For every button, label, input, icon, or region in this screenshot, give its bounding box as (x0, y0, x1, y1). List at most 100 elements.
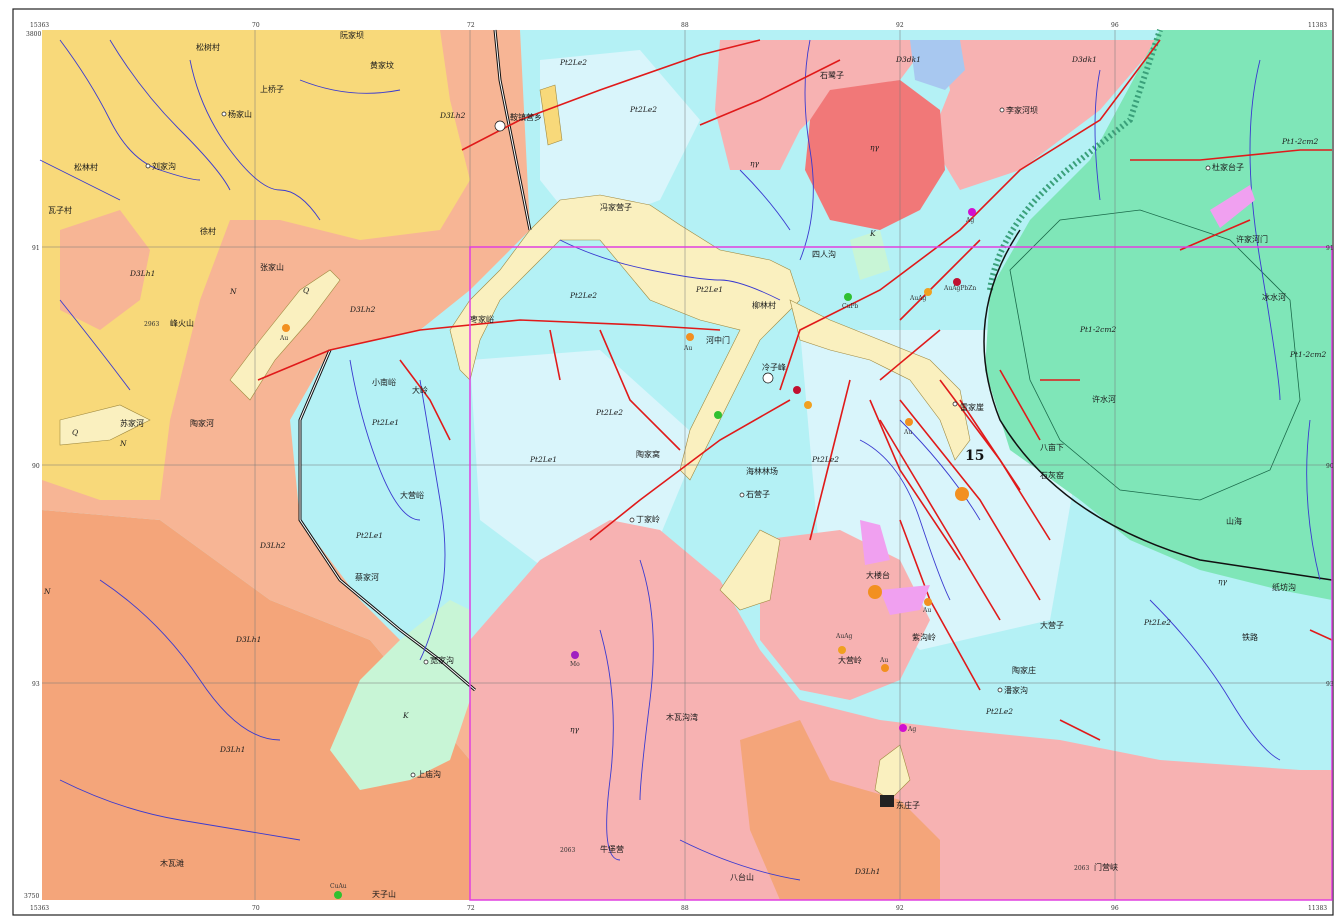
unit-code: Pt2Le2 (629, 105, 657, 114)
settlement-markers (145, 107, 1211, 778)
place-label: 木瓦沟湾 (666, 712, 698, 722)
mineral-label: CuAu (330, 883, 347, 890)
place-label: 大营子 (1040, 620, 1064, 630)
right-tick-2: 90 (1326, 463, 1334, 470)
place-label: 苏家河 (120, 418, 144, 428)
bottom-tick-3: 88 (681, 905, 689, 912)
place-label: 石灰窑 (1040, 470, 1064, 480)
top-tick-1: 70 (252, 22, 260, 29)
deposit-ag (899, 724, 907, 732)
deposit-cu (714, 411, 722, 419)
river-network (39, 39, 1321, 881)
unit-code: D3Lh2 (349, 305, 376, 314)
place-label: 陶家河 (190, 418, 214, 428)
yellow-unit-northwest (42, 30, 470, 500)
elevation-label: 2963 (144, 321, 159, 328)
place-label: 李家河坝 (1006, 105, 1038, 115)
orange-unit-south (740, 720, 940, 900)
left-tick-1: 91 (32, 245, 40, 252)
place-label: 宽家沟 (430, 655, 454, 665)
blue-patch (910, 40, 965, 90)
mineral-label: AuAg (909, 295, 927, 302)
place-label: 石鹭子 (820, 70, 844, 80)
unit-code: Pt2Le1 (529, 455, 557, 464)
pale-cyan-unit-north (540, 50, 700, 230)
place-label: 四人沟 (812, 249, 836, 259)
unit-code: D3Lh1 (854, 867, 880, 876)
mineral-label: Ag (965, 217, 974, 224)
green-unit-core (1009, 209, 1301, 501)
left-tick-2: 90 (32, 463, 40, 470)
quaternary-deposit-west (229, 269, 341, 401)
place-label: 石营子 (746, 489, 770, 499)
neogene-patch (539, 84, 563, 146)
place-label: 上桥子 (260, 84, 284, 94)
place-label: 黄家坟 (370, 60, 394, 70)
bottom-tick-2: 72 (467, 905, 475, 912)
quaternary-deposit-east (789, 299, 971, 461)
road-east (983, 229, 1333, 581)
deposit-mo (571, 651, 579, 659)
place-label: 杨家山 (228, 109, 252, 119)
place-label: 纸坊沟 (1272, 582, 1296, 592)
corner-top-left-sub: 3800 (26, 31, 41, 38)
place-names: 松树村 杨家山 上桥子 松林村 刘家沟 瓦子村 徐村 张家山 峰火山 苏家河 陶… (48, 30, 1296, 899)
pink-intrusion-south (470, 520, 1332, 900)
place-label: 大楼台 (866, 570, 890, 580)
bottom-tick-4: 92 (896, 905, 904, 912)
dyke-center (860, 520, 890, 565)
unit-code: D3dk1 (895, 55, 921, 64)
place-label: 木瓦滩 (160, 858, 184, 868)
place-label: 山海 (1226, 516, 1242, 526)
unit-code: Pt2Le2 (559, 58, 587, 67)
unit-code: Pt1-2cm2 (1079, 325, 1116, 334)
place-label: 冯家营子 (600, 202, 632, 212)
unit-code: N (229, 287, 237, 296)
place-label: 大营峪 (400, 490, 424, 500)
mine-symbol (880, 795, 894, 807)
place-label: 张家山 (260, 262, 284, 272)
red-intrusion (805, 80, 945, 230)
unit-code: Pt2Le2 (595, 408, 623, 417)
orange-unit-southwest (42, 510, 470, 900)
unit-code: K (402, 711, 409, 720)
mineral-label: Au (279, 335, 288, 342)
mineral-label: AuAg (835, 633, 853, 640)
unit-code: Pt2Le2 (569, 291, 597, 300)
place-label: 铁路 (1242, 632, 1258, 642)
unit-code: Pt1-2cm2 (1289, 350, 1326, 359)
place-label: 杜家台子 (1212, 162, 1244, 172)
place-label: 枣家峪 (470, 314, 494, 324)
place-label: 刘家沟 (152, 161, 176, 171)
pink-intrusion-northeast (930, 40, 1160, 190)
mineral-deposits (282, 208, 976, 899)
place-label: 陶家庄 (1012, 665, 1036, 675)
place-label: 海林林场 (746, 466, 778, 476)
place-label: 潘家沟 (1004, 685, 1028, 695)
place-label: 雷家崖 (960, 402, 984, 412)
place-label: 丁家岭 (636, 514, 660, 524)
top-tick-5: 96 (1111, 22, 1119, 29)
unit-code: D3Lh2 (439, 111, 466, 120)
highway-inner (299, 29, 531, 691)
unit-code: D3Lh1 (219, 745, 245, 754)
grid-labels: 15363 3800 3750 15363 11383 11383 70 72 … (24, 22, 1334, 912)
place-label: 峰火山 (170, 318, 194, 328)
unit-code: K (869, 229, 876, 238)
fault-lines (257, 39, 1333, 741)
place-label: 鞍镇营乡 (510, 112, 542, 122)
town-marker (762, 372, 774, 384)
unit-code: D3Lh2 (259, 541, 286, 550)
deposit-au-west (282, 324, 290, 332)
unit-code: ηγ (750, 159, 759, 168)
quaternary-deposit-main (449, 194, 801, 481)
elevation-label: 2063 (1074, 865, 1089, 872)
mineral-label: AuAgPbZn (943, 285, 976, 292)
place-label: 蔡家河 (355, 572, 379, 582)
bottom-tick-1: 70 (252, 905, 260, 912)
mineral-label: Au (879, 657, 888, 664)
place-label: 牛堡营 (600, 844, 624, 854)
place-label: 河中门 (706, 335, 730, 345)
